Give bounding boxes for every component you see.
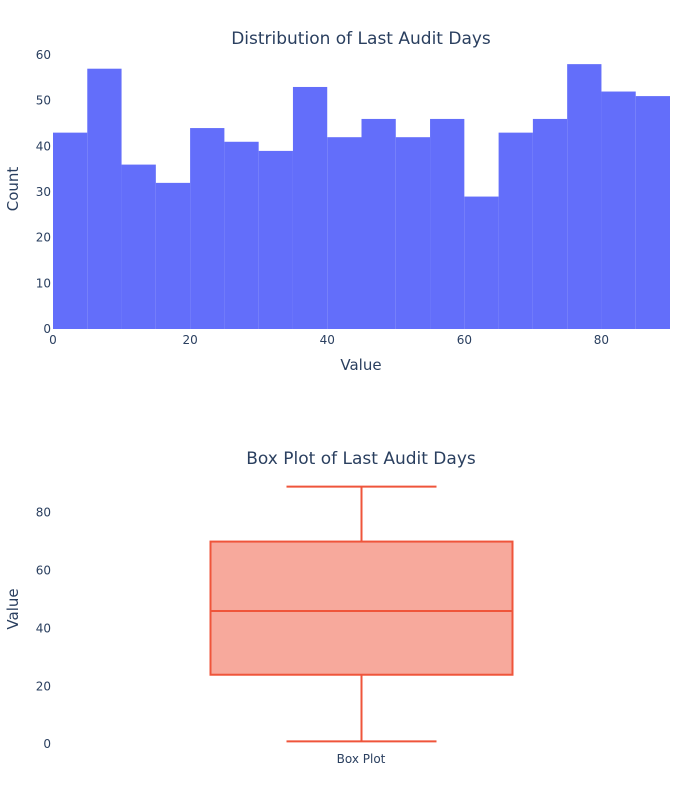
histogram-x-ticks: 0 20 40 60 80 [49, 333, 609, 347]
histogram-bar [87, 68, 122, 329]
histogram-title: Distribution of Last Audit Days [231, 29, 491, 49]
histogram-x-tick-label: 0 [49, 333, 57, 347]
box-plot-y-tick-label: 60 [36, 564, 51, 578]
histogram-y-tick-label: 30 [36, 185, 51, 199]
histogram-y-tick-label: 10 [36, 276, 51, 290]
box-plot-y-axis-title: Value [4, 588, 22, 629]
histogram-bar [532, 118, 568, 329]
box-plot-chart: Box Plot of Last Audit Days 0 20 40 60 80 Bo… [4, 449, 514, 766]
histogram-x-tick-label: 20 [182, 333, 197, 347]
histogram-bar [430, 118, 465, 329]
box-plot-y-tick-label: 0 [43, 737, 51, 751]
histogram-bar [567, 64, 602, 329]
histogram-bar [464, 196, 499, 329]
box-plot-title: Box Plot of Last Audit Days [246, 449, 476, 469]
histogram-x-tick-label: 60 [457, 333, 472, 347]
box-plot-y-tick-label: 40 [36, 621, 51, 635]
box-plot-box [209, 485, 514, 743]
histogram-x-tick-label: 80 [594, 333, 609, 347]
histogram-y-tick-label: 0 [43, 322, 51, 336]
histogram-bar [121, 164, 156, 329]
histogram-x-axis-title: Value [340, 356, 381, 374]
histogram-bar [190, 128, 225, 329]
histogram-y-tick-label: 50 [36, 94, 51, 108]
histogram-x-tick-label: 40 [320, 333, 335, 347]
histogram-y-tick-label: 40 [36, 139, 51, 153]
histogram-bar [361, 118, 396, 329]
histogram-y-axis-title: Count [4, 167, 22, 212]
histogram-y-tick-label: 60 [36, 48, 51, 62]
histogram-bar [224, 141, 259, 329]
histogram-y-tick-label: 20 [36, 231, 51, 245]
histogram-bar [395, 137, 431, 329]
histogram-bar [292, 86, 328, 329]
histogram-bar [635, 96, 670, 329]
histogram-bar [327, 137, 362, 329]
histogram-y-ticks: 0 10 20 30 40 50 60 [36, 48, 51, 336]
histogram-chart: Distribution of Last Audit Days 0 10 20 30 4… [4, 29, 670, 374]
box-plot-y-tick-label: 80 [36, 506, 51, 520]
box-plot-y-ticks: 0 20 40 60 80 [36, 506, 51, 752]
histogram-bar [155, 182, 191, 329]
box-plot-y-tick-label: 20 [36, 679, 51, 693]
box-plot-iqr-box [209, 540, 514, 676]
histogram-bar [498, 132, 533, 329]
histogram-bars [53, 64, 670, 330]
histogram-bar [601, 91, 636, 330]
histogram-bar [258, 150, 293, 329]
histogram-bar [53, 132, 88, 329]
box-plot-category-label: Box Plot [337, 752, 386, 766]
